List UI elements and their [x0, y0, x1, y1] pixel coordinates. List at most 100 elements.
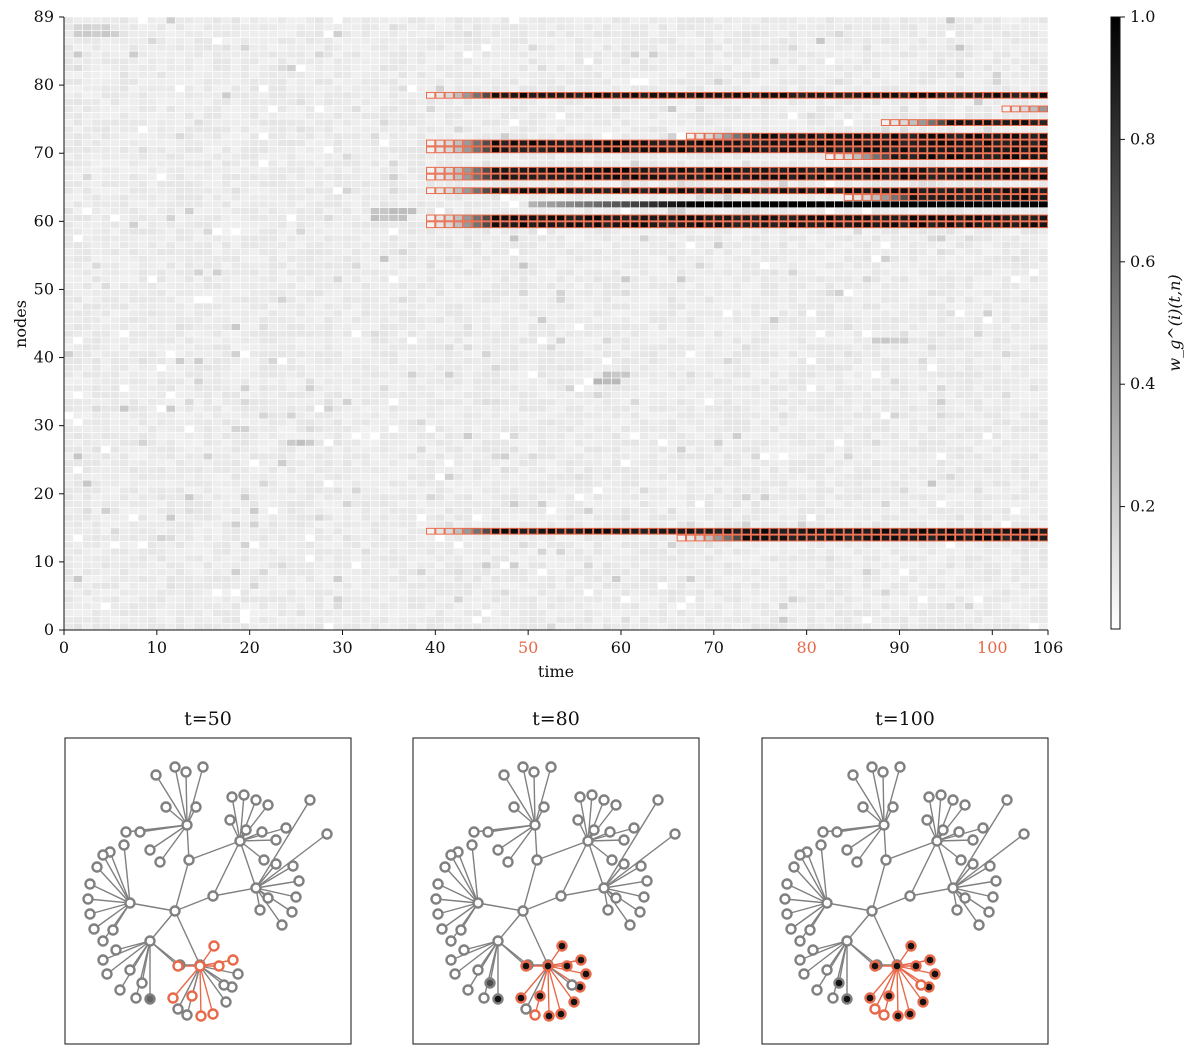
heatmap-cell [156, 493, 167, 501]
heatmap-cell [889, 588, 900, 597]
heatmap-cell [351, 425, 362, 433]
heatmap-cell [945, 330, 956, 338]
heatmap-cell [759, 547, 770, 556]
heatmap-cell [964, 473, 975, 481]
heatmap-cell [82, 622, 93, 631]
heatmap-cell [657, 588, 668, 597]
heatmap-cell [499, 398, 510, 406]
heatmap-cell [759, 384, 770, 392]
heatmap-cell [230, 330, 241, 338]
heatmap-cell [230, 357, 241, 365]
heatmap-cell [397, 486, 408, 495]
heatmap-cell [286, 418, 297, 426]
heatmap-cell [295, 398, 306, 406]
heatmap-cell [351, 616, 362, 624]
heatmap-cell [824, 384, 835, 392]
heatmap-cell [694, 561, 705, 570]
heatmap-cell [620, 316, 631, 324]
heatmap-cell [667, 547, 677, 556]
heatmap-cell [537, 370, 548, 379]
heatmap-cell [602, 316, 612, 324]
heatmap-cell [555, 609, 566, 617]
heatmap-cell [843, 473, 854, 481]
heatmap-cell [388, 507, 399, 515]
heatmap-cell [305, 316, 315, 324]
heatmap-cell [91, 391, 102, 399]
heatmap-cell [713, 445, 724, 454]
heatmap-cell [462, 391, 473, 399]
heatmap-cell [63, 459, 74, 467]
heatmap-cell [453, 554, 464, 563]
heatmap-cell [629, 459, 640, 467]
heatmap-cell [1010, 473, 1021, 481]
heatmap-cell [175, 520, 185, 529]
heatmap-cell [527, 364, 538, 372]
heatmap-cell [286, 507, 297, 515]
heatmap-cell [862, 452, 872, 461]
heatmap-cell [323, 377, 334, 386]
heatmap-cell [72, 370, 83, 379]
heatmap-cell [945, 343, 956, 352]
heatmap-cell [546, 404, 557, 413]
heatmap-cell [741, 575, 752, 583]
heatmap-cell [128, 486, 139, 495]
heatmap-cell [1038, 323, 1049, 331]
heatmap-cell [862, 582, 872, 590]
heatmap-cell [741, 445, 752, 454]
heatmap-cell [63, 445, 74, 454]
heatmap-cell [945, 384, 956, 392]
heatmap-cell [815, 384, 826, 392]
heatmap-cell [295, 479, 306, 488]
heatmap-cell [899, 330, 910, 338]
heatmap-cell [1038, 575, 1049, 583]
heatmap-cell [667, 330, 677, 338]
heatmap-cell [342, 357, 353, 365]
heatmap-cell [156, 323, 167, 331]
heatmap-cell [63, 609, 74, 617]
heatmap-cell [527, 527, 538, 535]
heatmap-cell [824, 459, 835, 467]
heatmap-cell [602, 616, 612, 624]
heatmap-cell [583, 364, 594, 372]
heatmap-cell [546, 364, 557, 372]
heatmap-cell [267, 575, 278, 583]
heatmap-cell [314, 377, 325, 386]
heatmap-cell [555, 479, 566, 488]
heatmap-cell [332, 602, 343, 610]
heatmap-cell [258, 336, 269, 345]
heatmap-cell [100, 404, 111, 413]
heatmap-cell [991, 568, 1002, 576]
heatmap-cell [667, 377, 677, 386]
heatmap-cell [407, 602, 418, 610]
heatmap-cell [258, 547, 269, 556]
heatmap-cell [704, 418, 715, 426]
heatmap-cell [750, 384, 761, 392]
heatmap-cell [657, 398, 668, 406]
heatmap-cell [871, 547, 882, 556]
heatmap-cell [945, 622, 956, 631]
heatmap-cell [342, 438, 353, 447]
heatmap-cell [509, 486, 520, 495]
heatmap-cell [991, 452, 1002, 461]
heatmap-cell [342, 622, 353, 631]
heatmap-cell [490, 507, 501, 515]
heatmap-cell [249, 370, 260, 379]
heatmap-cell [815, 452, 826, 461]
heatmap-cell [453, 323, 464, 331]
heatmap-cell [435, 425, 445, 433]
heatmap-cell [824, 500, 835, 508]
heatmap-cell [147, 350, 158, 358]
heatmap-cell [574, 466, 585, 474]
heatmap-cell [481, 554, 492, 563]
heatmap-cell [732, 377, 742, 386]
heatmap-cell [806, 547, 817, 556]
heatmap-cell [750, 452, 761, 461]
heatmap-cell [91, 309, 102, 317]
heatmap-cell [704, 336, 715, 345]
heatmap-cell [230, 350, 241, 358]
heatmap-cell [592, 452, 603, 461]
heatmap-cell [472, 418, 483, 426]
heatmap-cell [184, 323, 195, 331]
heatmap-cell [982, 534, 993, 542]
heatmap-cell [973, 384, 984, 392]
